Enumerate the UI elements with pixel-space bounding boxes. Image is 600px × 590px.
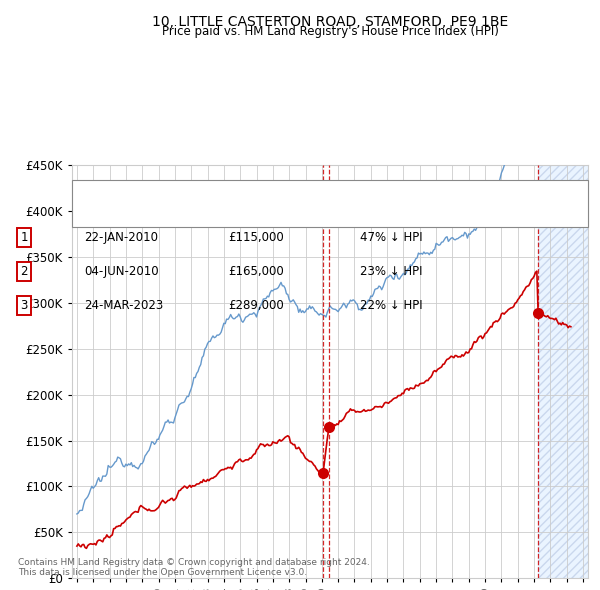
Text: 04-JUN-2010: 04-JUN-2010 <box>84 265 158 278</box>
Text: 3: 3 <box>534 191 542 204</box>
Text: 23% ↓ HPI: 23% ↓ HPI <box>360 265 422 278</box>
Text: HPI: Average price, detached house, South Kesteven: HPI: Average price, detached house, Sout… <box>117 211 391 220</box>
Text: 22% ↓ HPI: 22% ↓ HPI <box>360 299 422 312</box>
Text: 2: 2 <box>325 191 332 204</box>
Text: 2: 2 <box>20 265 28 278</box>
Text: 1: 1 <box>20 231 28 244</box>
Text: This data is licensed under the Open Government Licence v3.0.: This data is licensed under the Open Gov… <box>18 568 307 577</box>
Text: 3: 3 <box>20 299 28 312</box>
Text: £289,000: £289,000 <box>228 299 284 312</box>
Bar <box>538 165 588 578</box>
Text: Contains HM Land Registry data © Crown copyright and database right 2024.: Contains HM Land Registry data © Crown c… <box>18 558 370 567</box>
Text: 24-MAR-2023: 24-MAR-2023 <box>84 299 163 312</box>
Text: 1: 1 <box>319 191 326 204</box>
Text: Price paid vs. HM Land Registry's House Price Index (HPI): Price paid vs. HM Land Registry's House … <box>161 25 499 38</box>
Bar <box>538 165 588 578</box>
Text: £165,000: £165,000 <box>228 265 284 278</box>
Text: 10, LITTLE CASTERTON ROAD, STAMFORD, PE9 1BE (detached house): 10, LITTLE CASTERTON ROAD, STAMFORD, PE9… <box>117 188 478 198</box>
Text: 47% ↓ HPI: 47% ↓ HPI <box>360 231 422 244</box>
Text: £115,000: £115,000 <box>228 231 284 244</box>
Text: 22-JAN-2010: 22-JAN-2010 <box>84 231 158 244</box>
Text: 10, LITTLE CASTERTON ROAD, STAMFORD, PE9 1BE: 10, LITTLE CASTERTON ROAD, STAMFORD, PE9… <box>152 15 508 29</box>
